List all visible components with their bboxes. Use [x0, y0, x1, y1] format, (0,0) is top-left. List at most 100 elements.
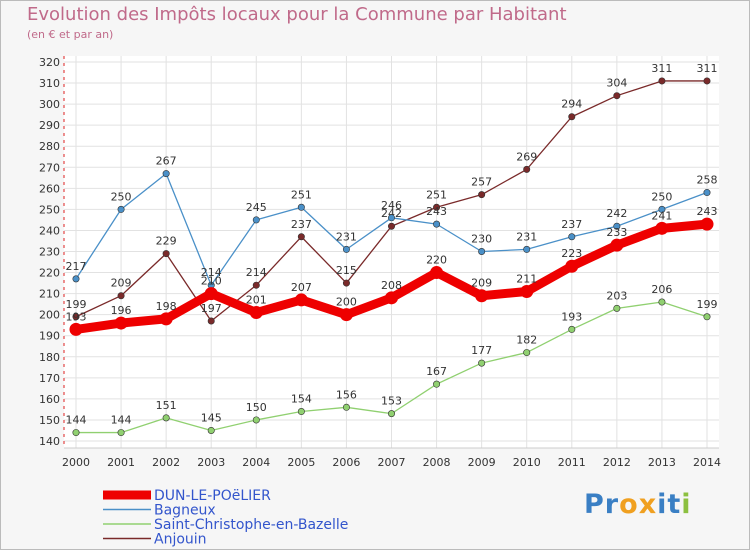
data-point: [252, 216, 260, 224]
y-tick-label: 270: [39, 161, 60, 174]
data-label: 250: [111, 190, 132, 203]
data-label: 269: [516, 150, 537, 163]
data-point: [387, 410, 395, 418]
data-point: [249, 306, 263, 320]
data-label: 294: [561, 98, 582, 111]
legend-label: Bagneux: [154, 503, 216, 519]
logo-letter: o: [619, 489, 639, 520]
data-label: 223: [561, 247, 582, 260]
legend-label: Anjouin: [154, 532, 207, 548]
data-label: 220: [426, 254, 447, 267]
logo-letter: t: [667, 489, 682, 520]
data-point: [478, 359, 486, 367]
y-tick-label: 190: [39, 330, 60, 343]
data-label: 210: [201, 275, 222, 288]
y-tick-label: 220: [39, 267, 60, 280]
data-point: [658, 77, 666, 85]
data-point: [523, 349, 531, 357]
data-label: 144: [111, 414, 132, 427]
y-tick-label: 170: [39, 372, 60, 385]
data-label: 198: [156, 300, 177, 313]
data-point: [162, 250, 170, 258]
data-label: 250: [651, 190, 672, 203]
data-label: 246: [381, 199, 402, 212]
x-tick-label: 2008: [423, 456, 451, 469]
data-label: 193: [561, 310, 582, 323]
y-tick-label: 320: [39, 56, 60, 69]
y-tick-label: 300: [39, 98, 60, 111]
data-point: [520, 285, 534, 299]
chart-title: Evolution des Impôts locaux pour la Comm…: [27, 4, 567, 25]
y-tick-label: 180: [39, 351, 60, 364]
data-label: 150: [246, 401, 267, 414]
data-point: [478, 248, 486, 256]
data-label: 237: [291, 218, 312, 231]
data-label: 231: [336, 230, 357, 243]
data-label: 215: [336, 264, 357, 277]
data-label: 197: [201, 302, 222, 315]
data-label: 243: [697, 205, 718, 218]
data-label: 209: [111, 277, 132, 290]
data-point: [613, 222, 621, 230]
logo-letter: x: [638, 489, 658, 520]
data-label: 214: [201, 266, 222, 279]
data-point: [72, 429, 80, 437]
data-label: 251: [426, 188, 447, 201]
data-label: 267: [156, 155, 177, 168]
data-point: [433, 380, 441, 388]
x-tick-label: 2006: [332, 456, 360, 469]
data-label: 231: [516, 230, 537, 243]
data-label: 200: [336, 296, 357, 309]
data-label: 251: [291, 188, 312, 201]
y-tick-label: 260: [39, 182, 60, 195]
data-point: [162, 170, 170, 178]
data-label: 207: [291, 281, 312, 294]
data-point: [297, 203, 305, 211]
data-point: [568, 113, 576, 121]
data-label: 201: [246, 294, 267, 307]
data-label: 145: [201, 411, 222, 424]
data-point: [475, 289, 489, 303]
data-label: 156: [336, 388, 357, 401]
data-label: 245: [246, 201, 267, 214]
x-tick-label: 2014: [693, 456, 721, 469]
data-point: [297, 408, 305, 416]
data-point: [252, 416, 260, 424]
y-tick-label: 140: [39, 435, 60, 448]
data-point: [613, 92, 621, 100]
data-label: 237: [561, 218, 582, 231]
data-label: 209: [471, 277, 492, 290]
data-label: 193: [66, 310, 87, 323]
data-label: 203: [606, 289, 627, 302]
x-tick-label: 2004: [242, 456, 270, 469]
x-tick-label: 2013: [648, 456, 676, 469]
data-label: 242: [606, 207, 627, 220]
data-label: 206: [651, 283, 672, 296]
x-tick-label: 2000: [62, 456, 90, 469]
y-tick-label: 210: [39, 288, 60, 301]
x-tick-label: 2011: [558, 456, 586, 469]
x-tick-label: 2003: [197, 456, 225, 469]
data-point: [297, 233, 305, 241]
data-point: [69, 322, 83, 336]
data-label: 311: [651, 62, 672, 75]
data-label: 229: [156, 235, 177, 248]
x-tick-label: 2007: [378, 456, 406, 469]
data-point: [430, 266, 444, 280]
data-label: 211: [516, 273, 537, 286]
data-point: [565, 259, 579, 273]
data-point: [162, 414, 170, 422]
data-point: [117, 292, 125, 300]
data-point: [658, 205, 666, 213]
data-point: [117, 205, 125, 213]
data-label: 196: [111, 304, 132, 317]
logo-letter: r: [604, 489, 620, 520]
legend-label: Saint-Christophe-en-Bazelle: [154, 517, 348, 533]
data-label: 258: [697, 174, 718, 187]
data-point: [613, 304, 621, 312]
data-point: [207, 426, 215, 434]
data-label: 311: [697, 62, 718, 75]
data-point: [568, 233, 576, 241]
y-tick-label: 250: [39, 203, 60, 216]
